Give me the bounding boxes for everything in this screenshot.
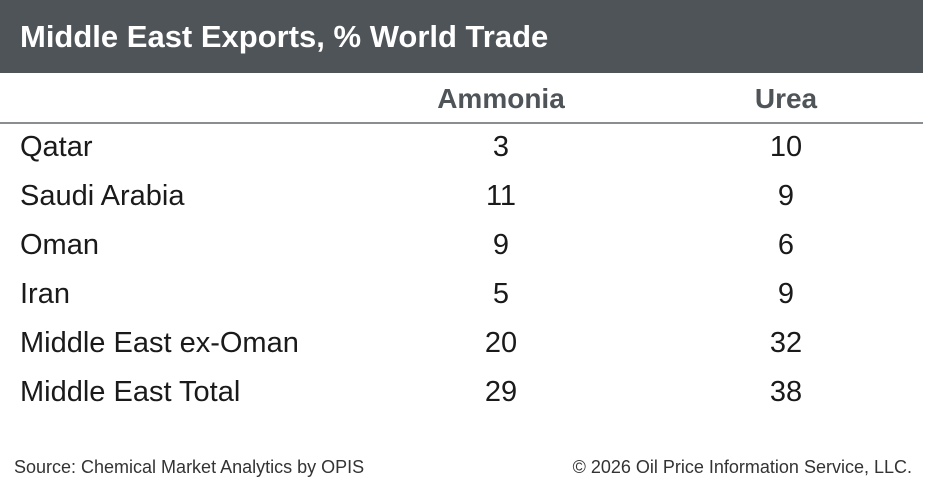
urea-value: 9 [777, 278, 795, 310]
urea-value: 9 [777, 180, 795, 212]
table-row: Saudi Arabia 11 9 [0, 180, 923, 229]
urea-value: 38 [769, 376, 803, 408]
row-label: Oman [20, 229, 99, 261]
source-note: Source: Chemical Market Analytics by OPI… [14, 457, 365, 477]
table-row: Middle East Total 29 38 [0, 376, 923, 425]
row-label: Qatar [20, 131, 93, 163]
row-label: Saudi Arabia [20, 180, 185, 212]
title-bar: Middle East Exports, % World Trade [0, 0, 923, 73]
urea-value: 32 [769, 327, 803, 359]
row-label: Iran [20, 278, 70, 310]
ammonia-value: 9 [492, 229, 510, 261]
ammonia-value: 5 [492, 278, 510, 310]
header-divider [0, 122, 923, 124]
row-label: Middle East Total [20, 376, 241, 408]
ammonia-value: 3 [492, 131, 510, 163]
urea-value: 6 [777, 229, 795, 261]
table-row: Middle East ex-Oman 20 32 [0, 327, 923, 376]
row-label: Middle East ex-Oman [20, 327, 299, 359]
urea-value: 10 [769, 131, 803, 163]
table-title: Middle East Exports, % World Trade [20, 19, 549, 54]
table-row: Oman 9 6 [0, 229, 923, 278]
copyright-note: © 2026 Oil Price Information Service, LL… [572, 457, 912, 477]
column-header-ammonia: Ammonia [437, 83, 565, 114]
ammonia-value: 20 [484, 327, 518, 359]
ammonia-value: 29 [484, 376, 518, 408]
column-header-urea: Urea [754, 83, 818, 114]
table-row: Qatar 3 10 [0, 131, 923, 180]
ammonia-value: 11 [485, 180, 517, 212]
table-row: Iran 5 9 [0, 278, 923, 327]
